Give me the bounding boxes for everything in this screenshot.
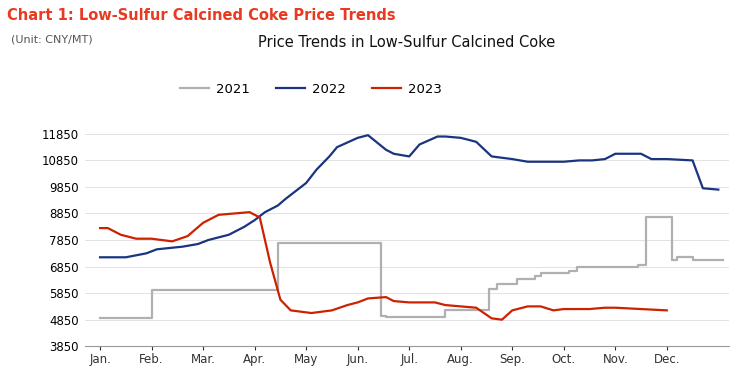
Text: Chart 1: Low-Sulfur Calcined Coke Price Trends: Chart 1: Low-Sulfur Calcined Coke Price … — [7, 8, 396, 23]
Legend: 2021, 2022, 2023: 2021, 2022, 2023 — [175, 77, 447, 101]
Text: (Unit: CNY/MT): (Unit: CNY/MT) — [10, 35, 92, 45]
Text: Price Trends in Low-Sulfur Calcined Coke: Price Trends in Low-Sulfur Calcined Coke — [258, 35, 555, 50]
